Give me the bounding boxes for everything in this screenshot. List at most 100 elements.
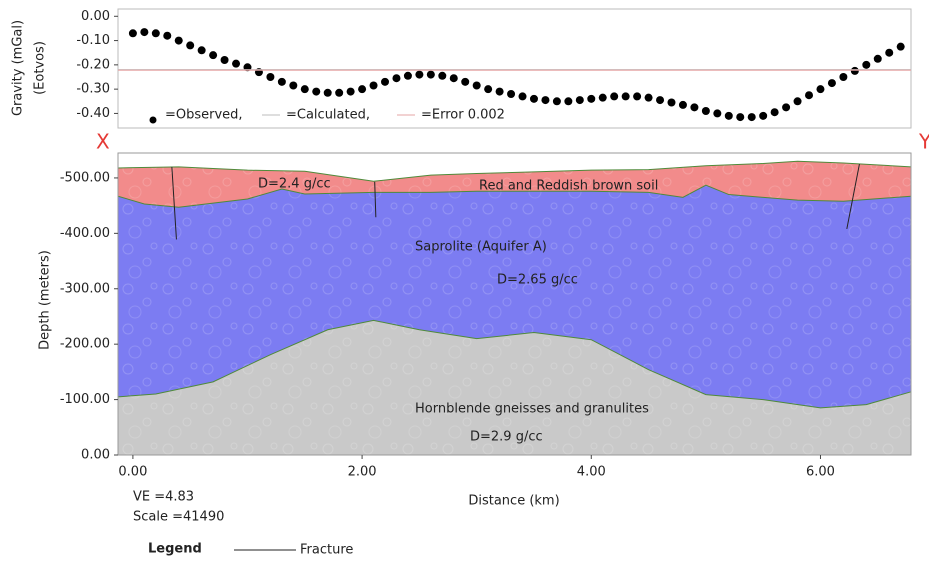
observed-point — [644, 93, 653, 102]
observed-point — [209, 51, 218, 60]
y-tick-label: -0.40 — [76, 106, 110, 121]
observed-point — [232, 59, 241, 68]
observed-point — [667, 98, 676, 107]
x-tick-label: 2.00 — [348, 465, 377, 480]
section-frame — [117, 152, 912, 456]
layer-boundary — [117, 160, 912, 182]
observed-point — [713, 109, 722, 118]
observed-point — [163, 31, 172, 40]
observed-point — [312, 87, 321, 96]
x-tick-label: 4.00 — [577, 465, 606, 480]
observed-point — [220, 56, 229, 64]
observed-point — [850, 66, 859, 75]
observed-point — [484, 85, 493, 94]
scale: Scale =41490 — [133, 510, 224, 525]
observed-point — [805, 91, 814, 100]
y-tick-label: -400.00 — [60, 226, 110, 241]
observed-point — [656, 96, 665, 105]
y-axis-label: Depth (meters) — [38, 250, 53, 350]
layer-density: D=2.4 g/cc — [258, 177, 331, 192]
observed-point — [587, 94, 596, 103]
observed-point — [839, 73, 848, 81]
y-tick-label: 0.00 — [81, 9, 110, 24]
x-tick-label: 6.00 — [806, 465, 835, 480]
observed-point — [266, 73, 275, 81]
fracture — [374, 181, 377, 218]
observed-point — [495, 87, 504, 96]
observed-point — [873, 54, 882, 63]
observed-point — [300, 85, 309, 94]
observed-point — [816, 85, 825, 94]
observed-point — [793, 97, 802, 106]
observed-point — [610, 92, 619, 101]
layer-name: Saprolite (Aquifer A) — [415, 240, 547, 255]
x-tick-label: 0.00 — [118, 465, 147, 480]
observed-point — [289, 81, 298, 90]
layer-texture — [118, 161, 911, 208]
observed-point — [827, 79, 836, 88]
observed-point — [381, 77, 390, 86]
observed-point — [507, 90, 516, 98]
observed-point — [885, 48, 894, 57]
y-tick-label: -200.00 — [60, 337, 110, 352]
observed-point — [552, 97, 561, 106]
observed-point — [564, 97, 573, 106]
observed-point — [701, 107, 710, 115]
y-tick-label: -0.20 — [76, 57, 110, 72]
observed-point — [598, 93, 607, 102]
vertical-exaggeration: VE =4.83 — [133, 490, 194, 505]
y-tick-label: 0.00 — [81, 448, 110, 463]
observed-point — [461, 77, 470, 86]
observed-point — [529, 94, 538, 103]
observed-point — [277, 77, 286, 86]
legend-label: =Error 0.002 — [421, 108, 505, 123]
y-tick-label: -0.30 — [76, 82, 110, 97]
observed-point — [438, 71, 447, 80]
observed-point — [186, 41, 195, 50]
y-tick-label: -100.00 — [60, 392, 110, 407]
layer-texture — [118, 185, 911, 408]
observed-point — [426, 70, 435, 79]
observed-point — [518, 92, 527, 101]
observed-point — [678, 100, 687, 109]
layer-name: Hornblende gneisses and granulites — [415, 402, 649, 417]
observed-point — [690, 103, 699, 112]
observed-point — [449, 74, 458, 83]
observed-point — [323, 88, 332, 97]
profile-start: X — [96, 130, 110, 154]
observed-point — [633, 92, 642, 101]
observed-point — [782, 103, 791, 112]
legend-label: =Observed, — [165, 108, 243, 123]
y-tick-label: -300.00 — [60, 281, 110, 296]
legend-swatch — [149, 116, 157, 124]
observed-point — [174, 36, 183, 45]
observed-point — [770, 108, 779, 117]
observed-point — [575, 96, 584, 105]
observed-point — [140, 28, 149, 37]
observed-point — [747, 113, 756, 122]
observed-point — [128, 29, 137, 38]
observed-point — [415, 70, 424, 79]
observed-point — [392, 74, 401, 83]
layer-boundary — [117, 184, 912, 208]
layer-name: Red and Reddish brown soil — [479, 179, 658, 194]
observed-point — [541, 96, 550, 105]
fracture — [171, 166, 177, 240]
x-axis-label: Distance (km) — [468, 494, 559, 509]
y-tick-label: -500.00 — [60, 170, 110, 185]
layer-boundary — [117, 319, 912, 409]
legend-label: Fracture — [300, 543, 353, 558]
y-axis-label: Gravity (mGal) — [11, 20, 26, 116]
observed-point — [197, 46, 206, 55]
observed-point — [736, 113, 745, 122]
observed-point — [403, 71, 412, 80]
y-tick-label: -0.10 — [76, 33, 110, 48]
observed-point — [151, 29, 160, 38]
observed-point — [862, 60, 871, 69]
legend-title: Legend — [148, 542, 202, 557]
observed-point — [759, 111, 768, 120]
observed-point — [472, 81, 481, 90]
layer-density: D=2.65 g/cc — [497, 273, 578, 288]
observed-point — [724, 111, 733, 120]
